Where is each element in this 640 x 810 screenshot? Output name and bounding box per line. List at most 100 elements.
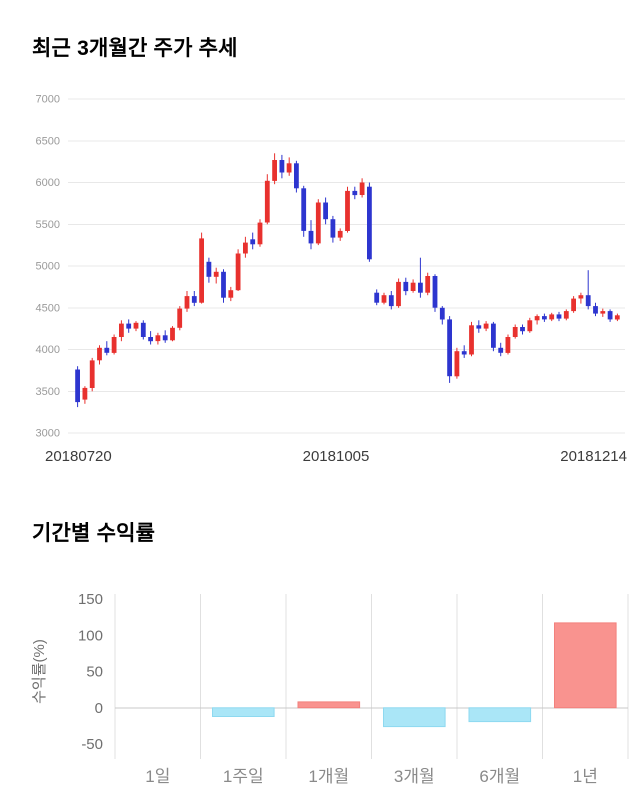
y-tick-label: -50 bbox=[81, 736, 103, 753]
candle-body bbox=[155, 335, 161, 342]
candle-body bbox=[578, 295, 584, 299]
candle-body bbox=[585, 295, 591, 307]
return-bar-5 bbox=[554, 622, 617, 709]
period-returns-section: 기간별 수익률 150 100 50 0 -50 수익률(%) 1일 1주일 1개월 3개월 6개월… bbox=[0, 517, 640, 791]
candle-body bbox=[228, 290, 234, 298]
candle-body bbox=[75, 369, 80, 403]
candle-body bbox=[177, 308, 183, 328]
return-bar-4 bbox=[468, 707, 532, 723]
y-tick-label: 3000 bbox=[36, 428, 60, 440]
y-tick-label: 100 bbox=[78, 627, 103, 644]
candle-body bbox=[534, 316, 540, 321]
x-tick-mid-date: 20181005 bbox=[302, 448, 370, 465]
candle-body bbox=[264, 180, 270, 223]
candle-body bbox=[206, 261, 212, 277]
candle-body bbox=[563, 311, 569, 319]
candle-body bbox=[191, 296, 197, 303]
candle-body bbox=[600, 311, 606, 314]
returns-chart-title: 기간별 수익률 bbox=[32, 522, 156, 545]
x-category-label: 6개월 bbox=[479, 767, 520, 786]
y-tick-label: 3500 bbox=[36, 386, 60, 398]
candle-body bbox=[520, 327, 525, 332]
candle-body bbox=[323, 202, 328, 220]
candle-body bbox=[359, 182, 365, 195]
price-trend-section: 최근 3개월간 주가 추세 3000 3500 4000 4500 5000 5500 60… bbox=[32, 37, 627, 465]
candle-body bbox=[527, 320, 533, 332]
candle-body bbox=[184, 296, 190, 309]
candle-body bbox=[199, 238, 204, 303]
candle-body bbox=[111, 337, 117, 353]
candle-body bbox=[396, 281, 401, 307]
candle-body bbox=[250, 239, 256, 245]
candle-body bbox=[279, 160, 285, 173]
candle-body bbox=[381, 295, 387, 303]
price-chart-x-axis: 20180720 20181005 20181214 bbox=[45, 448, 627, 465]
candle-body bbox=[461, 351, 467, 355]
candle-body bbox=[301, 188, 307, 231]
candle-body bbox=[607, 311, 613, 320]
candle-body bbox=[447, 319, 452, 377]
candle-body bbox=[439, 307, 445, 320]
candle-body bbox=[388, 295, 394, 307]
candle-body bbox=[148, 337, 153, 342]
candle-body bbox=[556, 314, 562, 319]
x-category-label: 1일 bbox=[145, 767, 170, 786]
candle-body bbox=[133, 322, 139, 329]
x-tick-start-date: 20180720 bbox=[45, 448, 112, 465]
candle-body bbox=[403, 281, 409, 292]
candle-body bbox=[126, 323, 132, 329]
candle-body bbox=[97, 347, 102, 361]
candle-body bbox=[272, 160, 277, 181]
price-chart-title: 최근 3개월간 주가 추세 bbox=[32, 37, 238, 60]
y-tick-label: 6000 bbox=[36, 177, 60, 189]
return-bar-2 bbox=[297, 701, 361, 709]
y-tick-label: 7000 bbox=[36, 94, 60, 106]
x-category-label: 1주일 bbox=[223, 767, 264, 786]
candle-body bbox=[213, 271, 219, 277]
candle-body bbox=[571, 298, 576, 312]
x-category-label: 3개월 bbox=[394, 767, 435, 786]
candle-body bbox=[614, 315, 620, 320]
candle-body bbox=[432, 276, 438, 308]
candle-body bbox=[418, 282, 423, 293]
candle-body bbox=[162, 335, 168, 341]
x-category-label: 1년 bbox=[573, 767, 598, 786]
y-tick-label: 150 bbox=[78, 591, 103, 608]
candle-body bbox=[469, 325, 474, 355]
candle-body bbox=[505, 337, 511, 353]
candle-body bbox=[330, 219, 336, 238]
y-tick-label: 50 bbox=[86, 664, 103, 681]
candle-body bbox=[119, 323, 124, 337]
return-bar-1 bbox=[212, 707, 275, 718]
candle-body bbox=[542, 316, 547, 320]
candle-body bbox=[315, 202, 321, 244]
candle-body bbox=[352, 190, 358, 196]
returns-bar-chart: 150 100 50 0 -50 수익률(%) 1일 1주일 1개월 3개월 6개월 1년 bbox=[31, 591, 629, 786]
candle-body bbox=[512, 327, 518, 337]
y-tick-label: 5500 bbox=[36, 219, 60, 231]
y-tick-label: 6500 bbox=[36, 135, 60, 147]
y-tick-label: 4500 bbox=[36, 302, 60, 314]
candlestick-chart: 3000 3500 4000 4500 5000 5500 6000 6500 7000 bbox=[36, 94, 625, 440]
candle-body bbox=[374, 292, 380, 303]
candle-body bbox=[89, 360, 95, 388]
candle-body bbox=[454, 351, 460, 377]
candle-body bbox=[221, 271, 226, 298]
y-tick-label: 0 bbox=[95, 700, 103, 717]
candle-body bbox=[345, 190, 350, 231]
candle-body bbox=[257, 222, 263, 245]
candle-body bbox=[476, 325, 482, 329]
candle-body bbox=[235, 253, 241, 291]
candle-body bbox=[243, 242, 248, 254]
candle-body bbox=[498, 347, 504, 353]
candle-body bbox=[410, 282, 416, 291]
candle-body bbox=[491, 323, 496, 348]
y-tick-label: 4000 bbox=[36, 344, 60, 356]
candle-body bbox=[286, 163, 292, 173]
candle-body bbox=[170, 327, 175, 341]
candle-body bbox=[294, 163, 299, 189]
return-bar-3 bbox=[383, 707, 446, 728]
candle-body bbox=[104, 347, 110, 353]
candle-body bbox=[593, 306, 598, 314]
candle-body bbox=[549, 314, 555, 320]
